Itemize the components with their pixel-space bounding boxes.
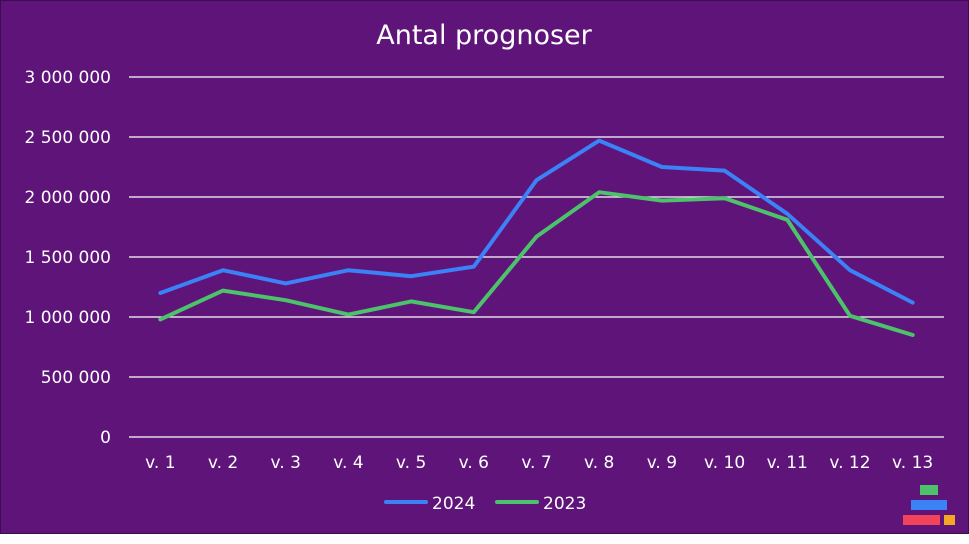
legend-label: 2024	[432, 494, 475, 514]
series-line-2023	[158, 190, 915, 337]
logo-bar	[903, 515, 940, 525]
logo-bar	[920, 485, 938, 495]
legend-label: 2023	[543, 494, 586, 514]
series-line-2024	[158, 138, 915, 305]
x-tick-label: v. 9	[647, 453, 677, 473]
y-tick-label: 1 000 000	[24, 308, 111, 328]
logo-bar	[911, 500, 947, 510]
x-tick-label: v. 11	[767, 453, 808, 473]
legend: 2024 2023	[384, 494, 586, 514]
x-tick-label: v. 7	[521, 453, 551, 473]
x-tick-label: v. 12	[829, 453, 870, 473]
x-tick-label: v. 4	[333, 453, 363, 473]
stacked-bars-logo-icon	[903, 485, 955, 525]
x-tick-label: v. 6	[459, 453, 489, 473]
x-tick-label: v. 13	[892, 453, 933, 473]
x-axis-ticks: v. 1 v. 2 v. 3 v. 4 v. 5 v. 6 v. 7 v. 8 v. 9 v. 1…	[145, 453, 933, 473]
x-tick-label: v. 2	[208, 453, 238, 473]
y-axis-ticks: 0 500 000 1 000 000 1 500 000 2 000 000 2 500…	[24, 68, 111, 448]
logo-bar	[944, 515, 955, 525]
y-tick-label: 2 500 000	[24, 128, 111, 148]
x-tick-label: v. 3	[271, 453, 301, 473]
y-tick-label: 0	[100, 428, 111, 448]
series-lines	[158, 138, 915, 337]
y-tick-label: 500 000	[41, 368, 111, 388]
x-tick-label: v. 1	[145, 453, 175, 473]
x-tick-label: v. 5	[396, 453, 426, 473]
y-tick-label: 2 000 000	[24, 188, 111, 208]
chart-title: Antal prognoser	[376, 20, 592, 51]
gridlines	[129, 76, 944, 438]
x-tick-label: v. 10	[704, 453, 745, 473]
x-tick-label: v. 8	[584, 453, 614, 473]
y-tick-label: 3 000 000	[24, 68, 111, 88]
y-tick-label: 1 500 000	[24, 248, 111, 268]
